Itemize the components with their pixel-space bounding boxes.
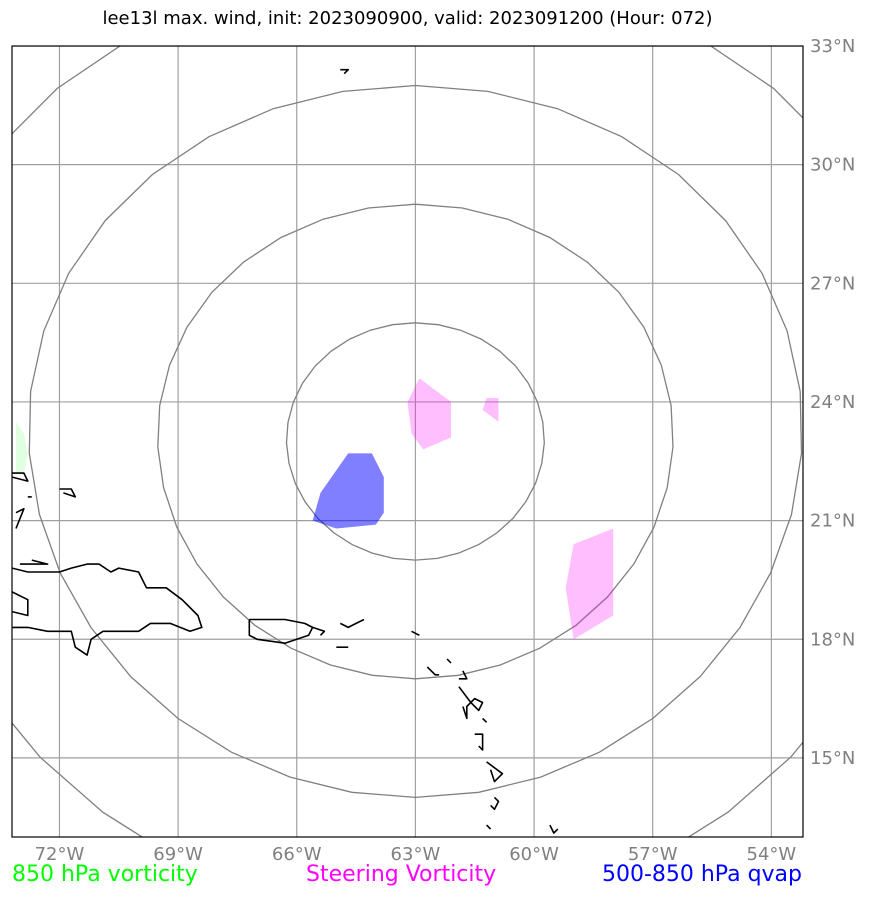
coastline	[248, 618, 314, 645]
axis-ticks: 72°W 69°W 66°W 63°W 60°W 57°W 54°W 15°N 18°N 21°N…	[35, 36, 856, 865]
lat-tick-label: 30°N	[810, 155, 855, 176]
coastline	[59, 488, 77, 498]
coastline	[312, 626, 326, 636]
range-ring	[28, 84, 803, 799]
lon-tick-label: 60°W	[509, 844, 559, 865]
steering-vorticity-area	[482, 398, 499, 422]
coastline	[474, 733, 484, 751]
coastline	[340, 68, 350, 75]
lat-tick-label: 18°N	[810, 629, 855, 650]
lon-tick-label: 54°W	[747, 844, 797, 865]
coastline	[411, 630, 420, 637]
lat-tick-label: 27°N	[810, 273, 855, 294]
coastline	[549, 824, 559, 834]
lat-tick-label: 33°N	[810, 36, 855, 57]
range-ring	[285, 322, 545, 561]
steering-vorticity-area	[565, 528, 614, 640]
qvap-area	[312, 453, 384, 529]
map-frame	[11, 45, 804, 838]
coastline	[426, 666, 440, 676]
lon-tick-label: 57°W	[628, 844, 678, 865]
legend-steering-vorticity: Steering Vorticity	[306, 862, 497, 887]
legend-850hpa-vorticity: 850 hPa vorticity	[12, 862, 198, 887]
lat-tick-label: 24°N	[810, 392, 855, 413]
lon-tick-label: 72°W	[35, 844, 85, 865]
coastline	[12, 563, 203, 656]
lat-tick-label: 21°N	[810, 511, 855, 532]
vorticity-850-area	[16, 421, 28, 474]
coastline	[486, 761, 504, 783]
coastline	[15, 507, 25, 529]
coastline	[339, 618, 365, 629]
lon-tick-label: 69°W	[153, 844, 203, 865]
map-title: lee13l max. wind, init: 2023090900, vali…	[102, 8, 713, 29]
coastline	[458, 686, 484, 720]
coastline	[458, 670, 468, 680]
coastline	[12, 591, 29, 617]
coastline	[19, 559, 49, 565]
range-ring	[157, 203, 674, 680]
coastline	[486, 824, 492, 830]
coastline	[482, 717, 488, 723]
steering-vorticity-area	[407, 378, 451, 450]
legend-qvap: 500-850 hPa qvap	[601, 862, 802, 887]
lon-tick-label: 63°W	[391, 844, 441, 865]
lat-tick-label: 15°N	[810, 748, 855, 769]
coastline	[446, 658, 452, 664]
coastline	[490, 796, 500, 811]
coastline	[12, 472, 29, 482]
lon-tick-label: 66°W	[272, 844, 322, 865]
